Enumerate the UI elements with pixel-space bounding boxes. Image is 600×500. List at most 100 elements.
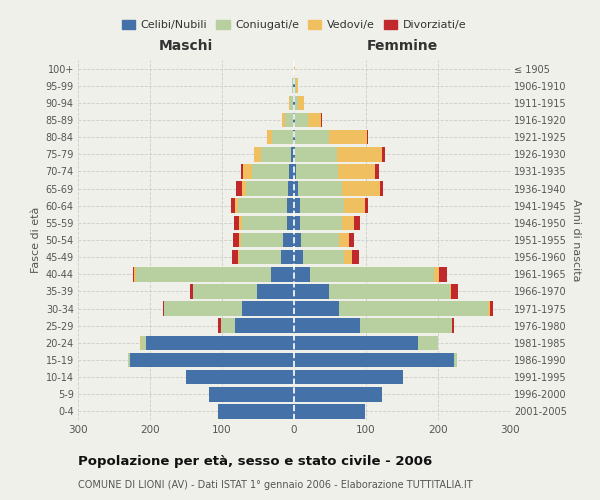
Bar: [130, 352, 294, 368]
Bar: [163, 302, 164, 316]
Bar: [302, 250, 344, 264]
Bar: [290, 96, 293, 110]
Bar: [337, 147, 382, 162]
Bar: [352, 250, 359, 264]
Bar: [261, 147, 291, 162]
Bar: [238, 250, 239, 264]
Bar: [241, 232, 283, 248]
Bar: [294, 62, 295, 76]
Bar: [294, 352, 454, 368]
Bar: [294, 404, 365, 418]
Bar: [418, 336, 438, 350]
Bar: [294, 387, 382, 402]
Bar: [289, 96, 290, 110]
Bar: [232, 250, 238, 264]
Bar: [272, 130, 293, 144]
Bar: [281, 250, 294, 264]
Bar: [287, 216, 294, 230]
Bar: [298, 96, 304, 110]
Bar: [236, 182, 242, 196]
Bar: [239, 250, 281, 264]
Bar: [247, 182, 288, 196]
Bar: [233, 216, 239, 230]
Bar: [451, 284, 458, 298]
Bar: [454, 352, 457, 368]
Y-axis label: Anni di nascita: Anni di nascita: [571, 198, 581, 281]
Bar: [239, 216, 242, 230]
Bar: [349, 232, 355, 248]
Bar: [294, 267, 310, 281]
Bar: [190, 284, 193, 298]
Bar: [338, 302, 488, 316]
Bar: [294, 182, 298, 196]
Bar: [134, 267, 136, 281]
Bar: [355, 216, 360, 230]
Bar: [294, 112, 295, 128]
Legend: Celibi/Nubili, Coniugati/e, Vedovi/e, Divorziati/e: Celibi/Nubili, Coniugati/e, Vedovi/e, Di…: [118, 15, 470, 34]
Bar: [293, 112, 294, 128]
Bar: [294, 232, 301, 248]
Bar: [295, 112, 308, 128]
Bar: [289, 164, 294, 178]
Bar: [301, 232, 338, 248]
Bar: [338, 232, 349, 248]
Bar: [344, 250, 352, 264]
Bar: [239, 232, 241, 248]
Bar: [292, 78, 293, 93]
Bar: [308, 112, 322, 128]
Bar: [140, 336, 146, 350]
Bar: [295, 130, 329, 144]
Bar: [266, 130, 272, 144]
Bar: [133, 267, 134, 281]
Bar: [294, 370, 403, 384]
Bar: [310, 267, 434, 281]
Bar: [186, 370, 294, 384]
Bar: [488, 302, 490, 316]
Bar: [342, 182, 380, 196]
Bar: [294, 284, 329, 298]
Bar: [284, 112, 293, 128]
Bar: [128, 352, 130, 368]
Bar: [288, 182, 294, 196]
Bar: [251, 164, 289, 178]
Bar: [193, 284, 257, 298]
Text: COMUNE DI LIONI (AV) - Dati ISTAT 1° gennaio 2006 - Elaborazione TUTTITALIA.IT: COMUNE DI LIONI (AV) - Dati ISTAT 1° gen…: [78, 480, 473, 490]
Bar: [449, 284, 451, 298]
Bar: [294, 336, 418, 350]
Bar: [344, 198, 365, 213]
Bar: [136, 267, 271, 281]
Bar: [294, 147, 295, 162]
Bar: [283, 232, 294, 248]
Bar: [218, 318, 221, 333]
Bar: [232, 198, 235, 213]
Bar: [287, 198, 294, 213]
Bar: [295, 96, 298, 110]
Bar: [235, 198, 238, 213]
Bar: [380, 182, 383, 196]
Bar: [291, 147, 294, 162]
Bar: [294, 164, 296, 178]
Bar: [242, 216, 287, 230]
Bar: [382, 147, 385, 162]
Bar: [209, 387, 294, 402]
Bar: [294, 198, 300, 213]
Bar: [254, 147, 261, 162]
Bar: [221, 318, 235, 333]
Bar: [367, 130, 368, 144]
Bar: [452, 318, 454, 333]
Bar: [235, 318, 294, 333]
Bar: [294, 318, 360, 333]
Bar: [296, 78, 298, 93]
Bar: [294, 130, 295, 144]
Bar: [233, 232, 239, 248]
Bar: [241, 164, 243, 178]
Bar: [300, 198, 344, 213]
Bar: [490, 302, 493, 316]
Bar: [257, 284, 294, 298]
Bar: [295, 147, 337, 162]
Bar: [293, 96, 294, 110]
Bar: [294, 302, 338, 316]
Bar: [360, 318, 452, 333]
Bar: [300, 216, 341, 230]
Bar: [242, 302, 294, 316]
